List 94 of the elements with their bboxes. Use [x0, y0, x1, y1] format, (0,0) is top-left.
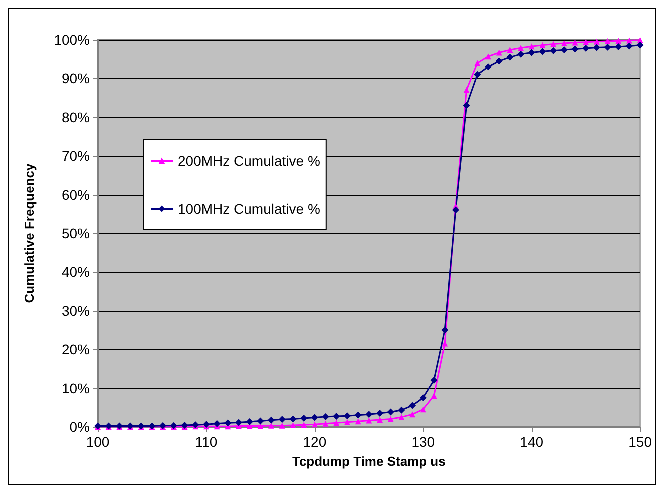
- point: [410, 412, 416, 418]
- point: [496, 58, 503, 65]
- point: [387, 408, 394, 416]
- y-tick-label: 30%: [62, 302, 90, 319]
- point: [539, 48, 546, 56]
- point: [583, 39, 590, 46]
- point: [572, 46, 579, 53]
- x-tick-label: 150: [628, 434, 652, 450]
- point: [561, 40, 568, 46]
- point: [322, 420, 329, 427]
- point: [355, 418, 362, 425]
- legend-label: 100MHz Cumulative %: [178, 201, 320, 217]
- point: [594, 38, 600, 45]
- point: [279, 422, 286, 429]
- point: [290, 416, 297, 423]
- point: [334, 420, 340, 426]
- point: [485, 54, 492, 60]
- point: [550, 41, 557, 48]
- x-tick-label: 120: [303, 434, 327, 450]
- point: [366, 418, 372, 424]
- point: [474, 71, 482, 78]
- y-tick-label: 0%: [70, 419, 90, 435]
- y-axis-title: Cumulative Frequency: [22, 163, 37, 304]
- point: [214, 420, 221, 428]
- x-tick-label: 130: [412, 434, 436, 450]
- point: [409, 402, 416, 410]
- point: [322, 413, 330, 420]
- point: [430, 377, 438, 384]
- point: [626, 38, 632, 44]
- point: [388, 416, 394, 422]
- x-tick-label: 140: [520, 434, 544, 450]
- point: [301, 422, 308, 428]
- point: [344, 412, 351, 420]
- y-tick-label: 80%: [62, 109, 90, 126]
- point: [464, 87, 470, 94]
- point: [181, 422, 188, 429]
- point: [344, 419, 350, 426]
- point: [452, 206, 460, 214]
- x-axis-title: Tcpdump Time Stamp us: [292, 454, 446, 469]
- point: [311, 414, 318, 422]
- y-tick-label: 20%: [62, 342, 90, 358]
- point: [604, 44, 612, 51]
- point: [496, 50, 502, 56]
- point: [593, 44, 600, 52]
- point: [518, 50, 525, 58]
- point: [582, 45, 590, 52]
- point: [278, 416, 286, 424]
- point: [333, 413, 340, 420]
- y-tick-label: 70%: [62, 148, 90, 164]
- point: [376, 410, 384, 417]
- point: [246, 418, 254, 426]
- point: [300, 414, 308, 422]
- point: [636, 42, 644, 49]
- y-tick-label: 100%: [54, 32, 90, 48]
- point: [604, 38, 611, 45]
- point: [354, 412, 362, 419]
- point: [560, 46, 568, 54]
- x-tick-label: 100: [86, 434, 110, 450]
- point: [377, 417, 384, 424]
- point: [224, 420, 232, 427]
- point: [420, 406, 426, 413]
- point: [540, 42, 546, 48]
- point: [615, 43, 622, 50]
- point: [398, 406, 406, 414]
- point: [257, 418, 264, 425]
- point: [463, 102, 470, 110]
- y-tick-label: 10%: [62, 380, 90, 396]
- point: [442, 326, 449, 334]
- point: [236, 419, 243, 426]
- point: [312, 422, 318, 428]
- point: [268, 416, 276, 424]
- point: [474, 60, 481, 66]
- point: [528, 49, 536, 56]
- point: [626, 42, 633, 50]
- point: [507, 47, 514, 54]
- y-tick-label: 60%: [62, 186, 90, 203]
- legend-label: 200MHz Cumulative %: [178, 153, 320, 169]
- y-tick-label: 50%: [62, 226, 90, 242]
- point: [202, 421, 210, 428]
- y-tick-label: 40%: [62, 264, 90, 280]
- point: [572, 40, 578, 46]
- point: [506, 54, 514, 61]
- point: [420, 394, 427, 402]
- point: [366, 411, 373, 418]
- point: [290, 422, 296, 428]
- point: [518, 45, 524, 52]
- point: [616, 38, 622, 44]
- y-tick-label: 90%: [62, 70, 90, 87]
- x-tick-label: 110: [195, 434, 218, 450]
- point: [528, 44, 535, 50]
- point: [550, 47, 558, 54]
- point: [431, 393, 438, 400]
- point: [484, 64, 492, 71]
- point: [398, 414, 405, 420]
